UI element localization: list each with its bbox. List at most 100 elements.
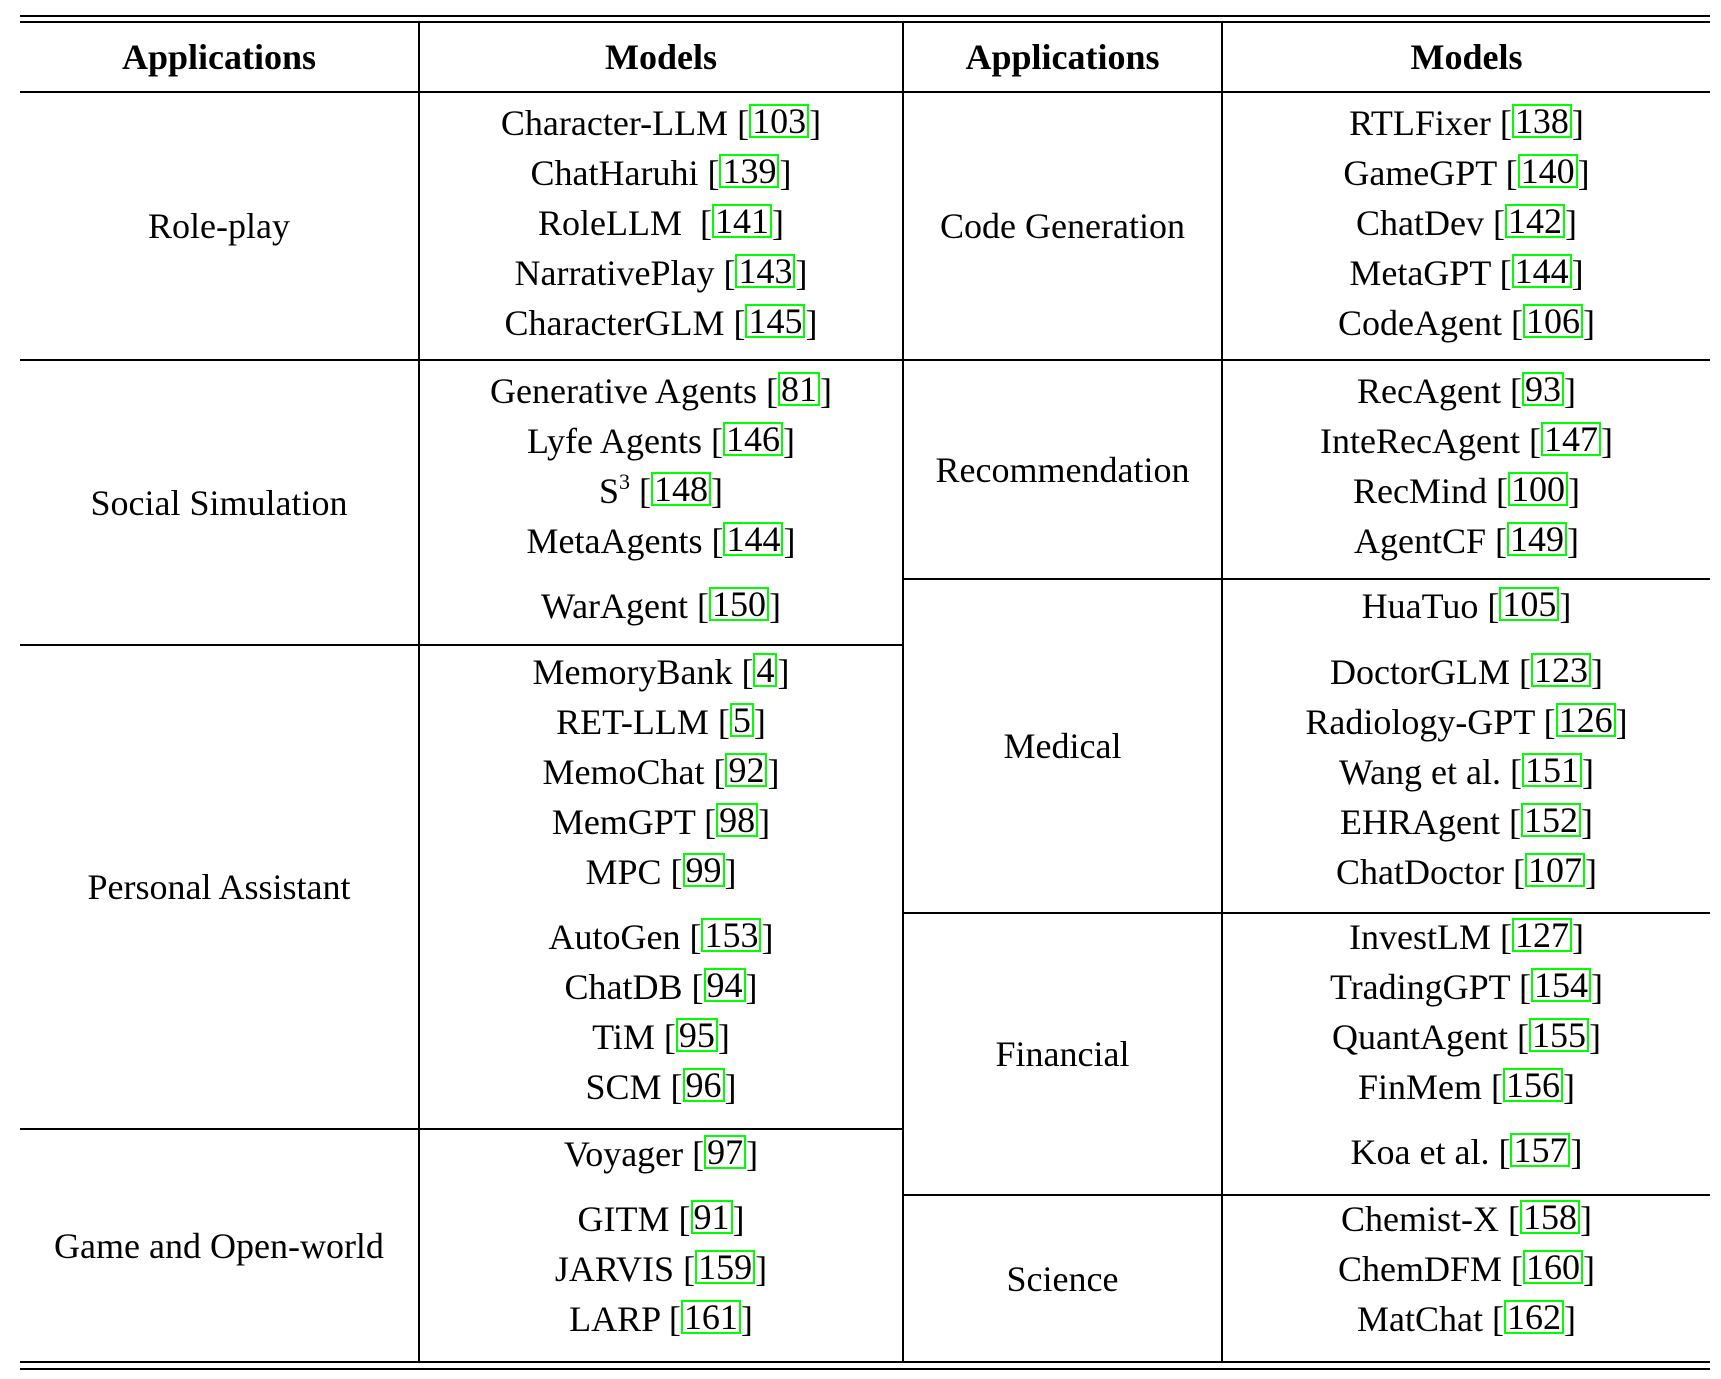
top-rule-1 — [20, 15, 1710, 17]
application-financial: Financial — [995, 1034, 1130, 1074]
citation-link[interactable]: 96 — [682, 1067, 725, 1103]
model-name: RecAgent — [1357, 371, 1501, 411]
model-entry: RET-LLM [5] — [556, 700, 766, 742]
model-entry: RecAgent [93] — [1357, 369, 1576, 411]
model-entry: RTLFixer [138] — [1349, 101, 1584, 143]
citation-link[interactable]: 138 — [1511, 103, 1572, 139]
citation-link[interactable]: 149 — [1507, 521, 1567, 557]
model-entry: ChatHaruhi [139] — [530, 151, 792, 193]
model-name: InteRecAgent — [1320, 421, 1520, 461]
model-entry: Koa et al. [157] — [1350, 1130, 1583, 1172]
model-entry: ChemDFM [160] — [1337, 1247, 1596, 1289]
citation-link[interactable]: 139 — [719, 153, 780, 189]
header-applications-right: Applications — [965, 37, 1160, 77]
citation-link[interactable]: 142 — [1504, 203, 1565, 239]
model-name: GameGPT — [1343, 153, 1497, 193]
model-entry: RecMind [100] — [1353, 469, 1580, 511]
application-social-simulation: Social Simulation — [90, 482, 348, 523]
model-name: CharacterGLM — [504, 303, 725, 343]
citation-link[interactable]: 5 — [729, 702, 754, 738]
citation-link[interactable]: 105 — [1499, 586, 1560, 622]
citation-link[interactable]: 155 — [1528, 1017, 1589, 1053]
citation-link[interactable]: 148 — [651, 471, 712, 507]
model-name: Radiology-GPT — [1305, 702, 1535, 742]
model-entry: JARVIS [159] — [554, 1247, 768, 1289]
model-entry: GameGPT [140] — [1343, 151, 1590, 193]
model-name: MetaAgents — [526, 521, 703, 561]
model-name: Wang et al. — [1338, 752, 1502, 792]
citation-link[interactable]: 107 — [1524, 852, 1585, 888]
model-name: RoleLLM — [538, 203, 691, 243]
model-name: RET-LLM — [556, 702, 709, 742]
citation-link[interactable]: 97 — [704, 1134, 747, 1170]
citation-link[interactable]: 140 — [1517, 153, 1578, 189]
model-entry: Character-LLM [103] — [500, 101, 822, 143]
model-name: MatChat — [1357, 1299, 1483, 1339]
model-name: GITM — [577, 1199, 670, 1239]
citation-link[interactable]: 160 — [1523, 1249, 1584, 1285]
citation-link[interactable]: 159 — [695, 1249, 756, 1285]
left-group-rule-1 — [20, 359, 904, 361]
model-entry: AutoGen [153] — [548, 915, 774, 957]
citation-link[interactable]: 144 — [1511, 253, 1572, 289]
model-entry: S3 [148] — [598, 469, 724, 512]
model-entry: CodeAgent [106] — [1338, 301, 1595, 343]
citation-link[interactable]: 94 — [703, 967, 746, 1003]
model-entry: HuaTuo [105] — [1361, 584, 1572, 626]
col-divider-3 — [1221, 22, 1223, 1363]
citation-link[interactable]: 141 — [711, 203, 772, 239]
citation-link[interactable]: 157 — [1510, 1132, 1571, 1168]
citation-link[interactable]: 93 — [1521, 371, 1564, 407]
model-entry: MetaGPT [144] — [1349, 251, 1584, 293]
model-entry: GITM [91] — [577, 1197, 745, 1239]
models-left-column: Character-LLM [103] ChatHaruhi [139] RoleL… — [420, 0, 902, 1379]
citation-link[interactable]: 4 — [753, 652, 778, 688]
citation-link[interactable]: 106 — [1522, 303, 1583, 339]
model-name: CodeAgent — [1338, 303, 1502, 343]
citation-link[interactable]: 123 — [1530, 652, 1591, 688]
model-name: Generative Agents — [490, 371, 757, 411]
citation-link[interactable]: 103 — [749, 103, 810, 139]
application-game-open-world: Game and Open-world — [54, 1225, 384, 1266]
model-entry: Chemist-X [158] — [1341, 1197, 1592, 1239]
model-name: Koa et al. — [1350, 1132, 1490, 1172]
citation-link[interactable]: 95 — [675, 1017, 718, 1053]
model-entry: MemGPT [98] — [551, 800, 771, 842]
model-name: NarrativePlay — [514, 253, 715, 293]
citation-link[interactable]: 144 — [723, 521, 784, 557]
model-name: ChatDoctor — [1336, 852, 1504, 892]
application-role-play: Role-play — [148, 206, 290, 246]
citation-link[interactable]: 154 — [1531, 967, 1592, 1003]
citation-link[interactable]: 146 — [722, 421, 783, 457]
model-name: Chemist-X — [1341, 1199, 1499, 1239]
citation-link[interactable]: 143 — [735, 253, 796, 289]
header-rule — [20, 91, 1710, 93]
citation-link[interactable]: 145 — [745, 303, 806, 339]
citation-link[interactable]: 152 — [1520, 802, 1581, 838]
citation-link[interactable]: 91 — [690, 1199, 733, 1235]
model-name: MemoryBank — [532, 652, 733, 692]
citation-link[interactable]: 98 — [716, 802, 759, 838]
model-entry: ChatDev [142] — [1356, 201, 1577, 243]
citation-link[interactable]: 100 — [1507, 471, 1568, 507]
citation-link[interactable]: 161 — [680, 1299, 741, 1335]
citation-link[interactable]: 81 — [777, 371, 820, 407]
citation-link[interactable]: 99 — [682, 852, 725, 888]
model-entry: ChatDB [94] — [564, 965, 758, 1007]
citation-link[interactable]: 156 — [1503, 1067, 1563, 1103]
citation-link[interactable]: 92 — [725, 752, 768, 788]
citation-link[interactable]: 151 — [1522, 752, 1583, 788]
citation-link[interactable]: 127 — [1511, 917, 1572, 953]
citation-link[interactable]: 126 — [1555, 702, 1616, 738]
citation-link[interactable]: 158 — [1520, 1199, 1580, 1235]
model-entry: RoleLLM [141] — [538, 201, 784, 243]
citation-link[interactable]: 147 — [1540, 421, 1601, 457]
citation-link[interactable]: 153 — [701, 917, 762, 953]
model-name: Lyfe Agents — [527, 421, 702, 461]
application-recommendation: Recommendation — [935, 449, 1190, 490]
model-entry: Generative Agents [81] — [490, 369, 832, 411]
citation-link[interactable]: 150 — [709, 586, 770, 622]
top-rule-2 — [20, 21, 1710, 23]
right-group-rule-4 — [902, 1194, 1710, 1196]
citation-link[interactable]: 162 — [1503, 1299, 1564, 1335]
